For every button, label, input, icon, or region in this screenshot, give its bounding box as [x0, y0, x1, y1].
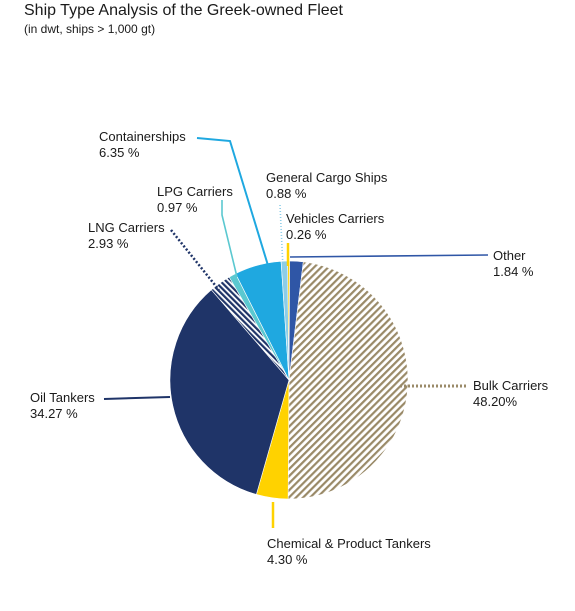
label-bulk: Bulk Carriers — [473, 378, 549, 393]
value-vehicles: 0.26 % — [286, 227, 327, 242]
leader-general — [279, 204, 284, 269]
chart-subtitle: (in dwt, ships > 1,000 gt) — [24, 22, 156, 36]
value-bulk: 48.20% — [473, 394, 518, 409]
label-general: General Cargo Ships — [266, 170, 388, 185]
leader-lpg — [221, 200, 238, 278]
label-vehicles: Vehicles Carriers — [286, 211, 385, 226]
label-lng: LNG Carriers — [88, 220, 165, 235]
label-oil: Oil Tankers — [30, 390, 95, 405]
label-lpg: LPG Carriers — [157, 184, 233, 199]
value-other: 1.84 % — [493, 264, 534, 279]
label-chemical: Chemical & Product Tankers — [267, 536, 431, 551]
chart-title: Ship Type Analysis of the Greek-owned Fl… — [24, 2, 343, 19]
value-chemical: 4.30 % — [267, 552, 308, 567]
label-container: Containerships — [99, 129, 186, 144]
slice-bulk — [287, 261, 409, 500]
value-lng: 2.93 % — [88, 236, 129, 251]
leader-container — [196, 137, 271, 273]
value-general: 0.88 % — [266, 186, 307, 201]
leader-oil — [103, 396, 171, 400]
value-lpg: 0.97 % — [157, 200, 198, 215]
value-oil: 34.27 % — [30, 406, 78, 421]
value-container: 6.35 % — [99, 145, 140, 160]
slice-oil — [169, 289, 290, 495]
leader-other — [289, 254, 489, 258]
label-other: Other — [493, 248, 526, 263]
leader-lng — [170, 229, 220, 291]
